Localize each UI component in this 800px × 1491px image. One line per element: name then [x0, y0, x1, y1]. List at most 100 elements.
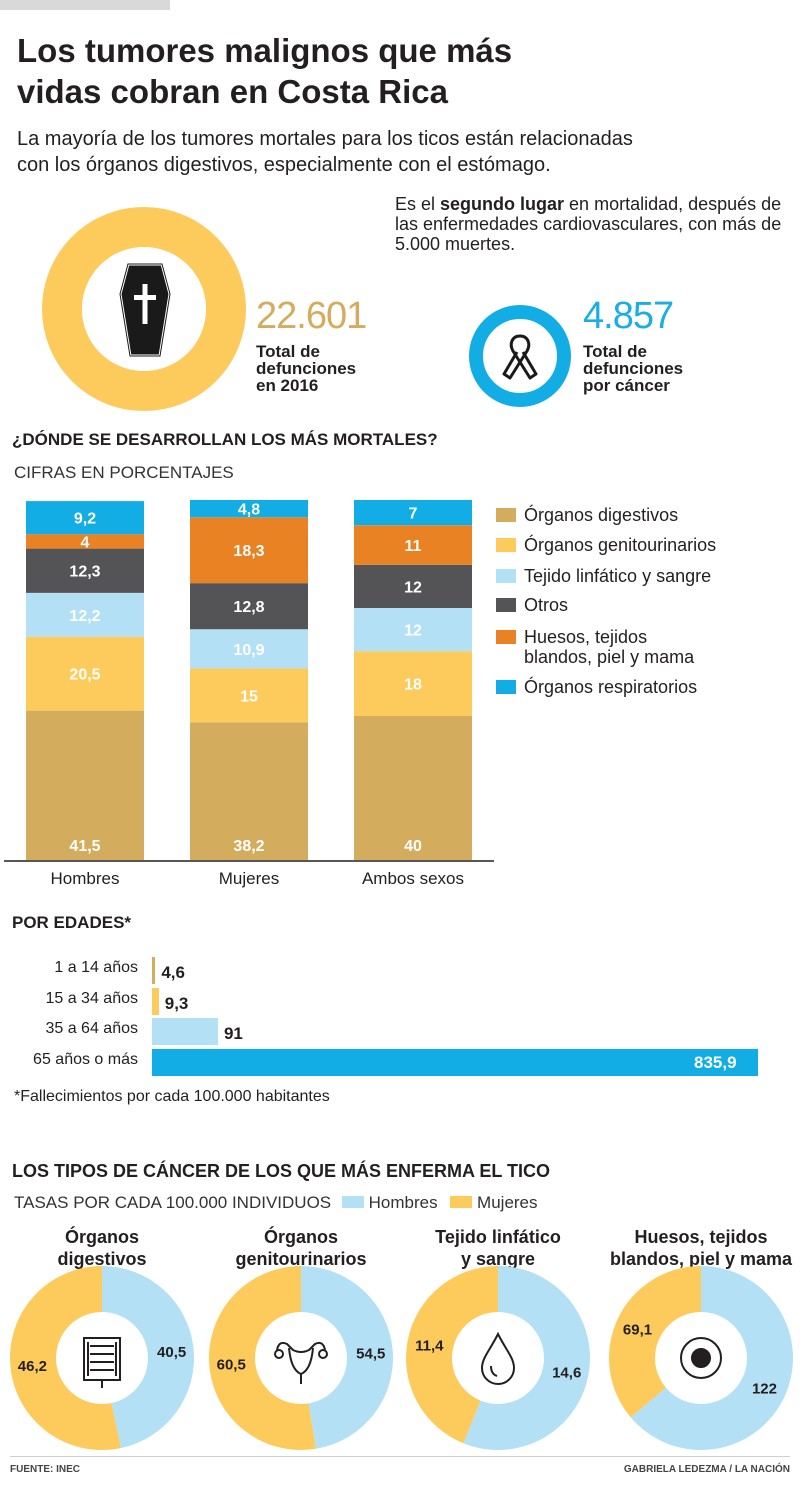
age-bar-0 — [152, 957, 156, 984]
bar-label-otros-1: 12,8 — [233, 599, 264, 616]
total-ring — [42, 207, 246, 411]
donut-chart-3: 122 69,1 — [609, 1266, 793, 1450]
legend-label-otros: Otros — [524, 595, 569, 615]
bar-label-linfatico-2: 12 — [404, 623, 422, 640]
bar-huesos-1 — [190, 517, 308, 584]
legend-label-genitourinarios: Órganos genitourinarios — [524, 535, 717, 555]
bar-genitourinarios-0 — [26, 636, 144, 711]
bar-genitourinarios-2 — [354, 651, 472, 716]
bar-label-linfatico-0: 12,2 — [69, 608, 100, 625]
legend-swatch-digestivos — [496, 508, 516, 522]
bar-label-digestivos-1: 38,2 — [233, 838, 264, 855]
bar-label-respiratorios-2: 7 — [409, 506, 418, 523]
total-label-line-2: defunciones — [256, 359, 357, 378]
stacked-bar-chart: 41,5 20,5 12,2 12,3 4 9,2 Hombres 38,2 15 10,9 12,… — [4, 500, 494, 888]
cancer-label-line-1: Total de — [583, 342, 647, 361]
bar-label-huesos-0: 4 — [81, 534, 90, 551]
page-title: Los tumores malignos que más vidas cobra… — [17, 30, 717, 112]
donut-hole-0 — [56, 1312, 148, 1404]
footer-credit: GABRIELA LEDEZMA / LA NACIÓN — [623, 1464, 790, 1475]
legend-hombres-swatch — [341, 1196, 364, 1208]
age-label-1: 15 a 34 años — [45, 990, 138, 1007]
donut-label-hombres-1: 54,5 — [356, 1345, 385, 1362]
donut-label-mujeres-2: 11,4 — [415, 1338, 444, 1355]
donut-chart-1: 54,5 60,5 — [209, 1266, 394, 1450]
cancer-deaths-label: Total de defunciones por cáncer — [583, 343, 683, 394]
stacked-chart-heading: ¿DÓNDE SE DESARROLLAN LOS MÁS MORTALES? — [12, 430, 438, 449]
age-value-1: 9,3 — [164, 994, 189, 1013]
bar-label-linfatico-1: 10,9 — [233, 642, 264, 659]
donut-title-0: Órganos digestivos — [57, 1227, 147, 1269]
bar-label-respiratorios-0: 9,2 — [74, 511, 96, 528]
donut-hole-2 — [452, 1312, 544, 1404]
donut-label-mujeres-3: 69,1 — [623, 1322, 652, 1339]
bar-linfatico-0 — [26, 592, 144, 637]
legend-swatch-otros — [496, 598, 516, 612]
donut-slice-hombres-0 — [102, 1266, 194, 1449]
note-pre: Es el — [395, 194, 441, 214]
mortality-note: Es el segundo lugar en mortalidad, despu… — [395, 194, 785, 254]
subtitle-line-1: La mayoría de los tumores mortales para … — [17, 128, 633, 150]
legend-swatch-linfatico — [496, 569, 516, 583]
bar-otros-0 — [26, 548, 144, 593]
total-deaths-label: Total de defunciones en 2016 — [256, 343, 356, 394]
bar-digestivos-0 — [26, 710, 144, 860]
donut-chart-2: 14,6 11,4 — [406, 1266, 590, 1450]
bar-respiratorios-0 — [26, 501, 144, 535]
total-label-line-3: en 2016 — [256, 376, 319, 395]
top-accent-bar — [0, 0, 170, 10]
total-deaths-ring — [42, 207, 246, 411]
bar-otros-1 — [190, 583, 308, 630]
cancer-deaths-value: 4.857 — [583, 295, 674, 337]
note-bold: segundo lugar — [440, 194, 565, 214]
cancer-label-line-2: defunciones — [583, 359, 684, 378]
donut-hole-1 — [255, 1312, 347, 1404]
donut-title-2: Tejido linfático y sangre — [435, 1227, 561, 1269]
bar-linfatico-2 — [354, 608, 472, 652]
donut-label-mujeres-0: 46,2 — [18, 1358, 47, 1375]
legend-label-digestivos: Órganos digestivos — [524, 505, 679, 525]
donut-slice-hombres-1 — [301, 1266, 394, 1449]
legend-swatch-genitourinarios — [496, 538, 516, 552]
bar-label-respiratorios-1: 4,8 — [238, 502, 260, 519]
category-label-0: Hombres — [51, 869, 120, 888]
bar-label-huesos-2: 11 — [405, 538, 422, 555]
bar-label-genitourinarios-0: 20,5 — [69, 667, 100, 684]
bar-genitourinarios-1 — [190, 668, 308, 723]
cancer-label-line-3: por cáncer — [583, 376, 670, 395]
bar-label-digestivos-0: 41,5 — [69, 838, 100, 855]
legend-label-linfatico: Tejido linfático y sangre — [524, 566, 712, 586]
donut-title-1: Órganos genitourinarios — [235, 1227, 367, 1269]
title-line-2: vidas cobran en Costa Rica — [17, 73, 448, 110]
donut-slice-mujeres-2 — [406, 1266, 498, 1444]
bar-respiratorios-1 — [190, 500, 308, 518]
bar-huesos-0 — [26, 534, 144, 549]
donut-chart-0: 40,5 46,2 — [9, 1266, 194, 1450]
bar-label-huesos-1: 18,3 — [233, 543, 264, 560]
legend-hombres: Hombres — [368, 1193, 438, 1212]
total-label-line-1: Total de — [256, 342, 320, 361]
legend-mujeres: Mujeres — [477, 1193, 538, 1212]
footer-divider — [10, 1456, 790, 1457]
age-bar-1 — [152, 988, 159, 1015]
legend-swatch-huesos — [496, 630, 516, 644]
age-value-3: 835,9 — [694, 1053, 737, 1072]
page-subtitle: La mayoría de los tumores mortales para … — [17, 126, 787, 178]
target-icon — [680, 1337, 722, 1379]
donut-label-hombres-0: 40,5 — [157, 1344, 186, 1361]
age-bar-3 — [152, 1049, 758, 1076]
stacked-chart-subheading: CIFRAS EN PORCENTAJES — [14, 463, 234, 482]
age-value-0: 4,6 — [161, 963, 185, 982]
donut-slice-mujeres-3 — [609, 1266, 701, 1418]
bar-digestivos-2 — [354, 716, 472, 860]
ages-footnote: *Fallecimientos por cada 100.000 habitan… — [14, 1088, 330, 1105]
bar-linfatico-1 — [190, 629, 308, 669]
ages-heading: POR EDADES* — [12, 913, 132, 932]
cancer-deaths-ring — [469, 305, 571, 407]
donut-label-mujeres-1: 60,5 — [217, 1357, 246, 1374]
age-label-3: 65 años o más — [33, 1051, 138, 1068]
intestines-icon — [83, 1337, 121, 1388]
donut-title-3: Huesos, tejidos blandos, piel y mama — [609, 1227, 793, 1269]
bar-digestivos-1 — [190, 722, 308, 860]
subtitle-line-2: con los órganos digestivos, especialment… — [17, 154, 551, 176]
